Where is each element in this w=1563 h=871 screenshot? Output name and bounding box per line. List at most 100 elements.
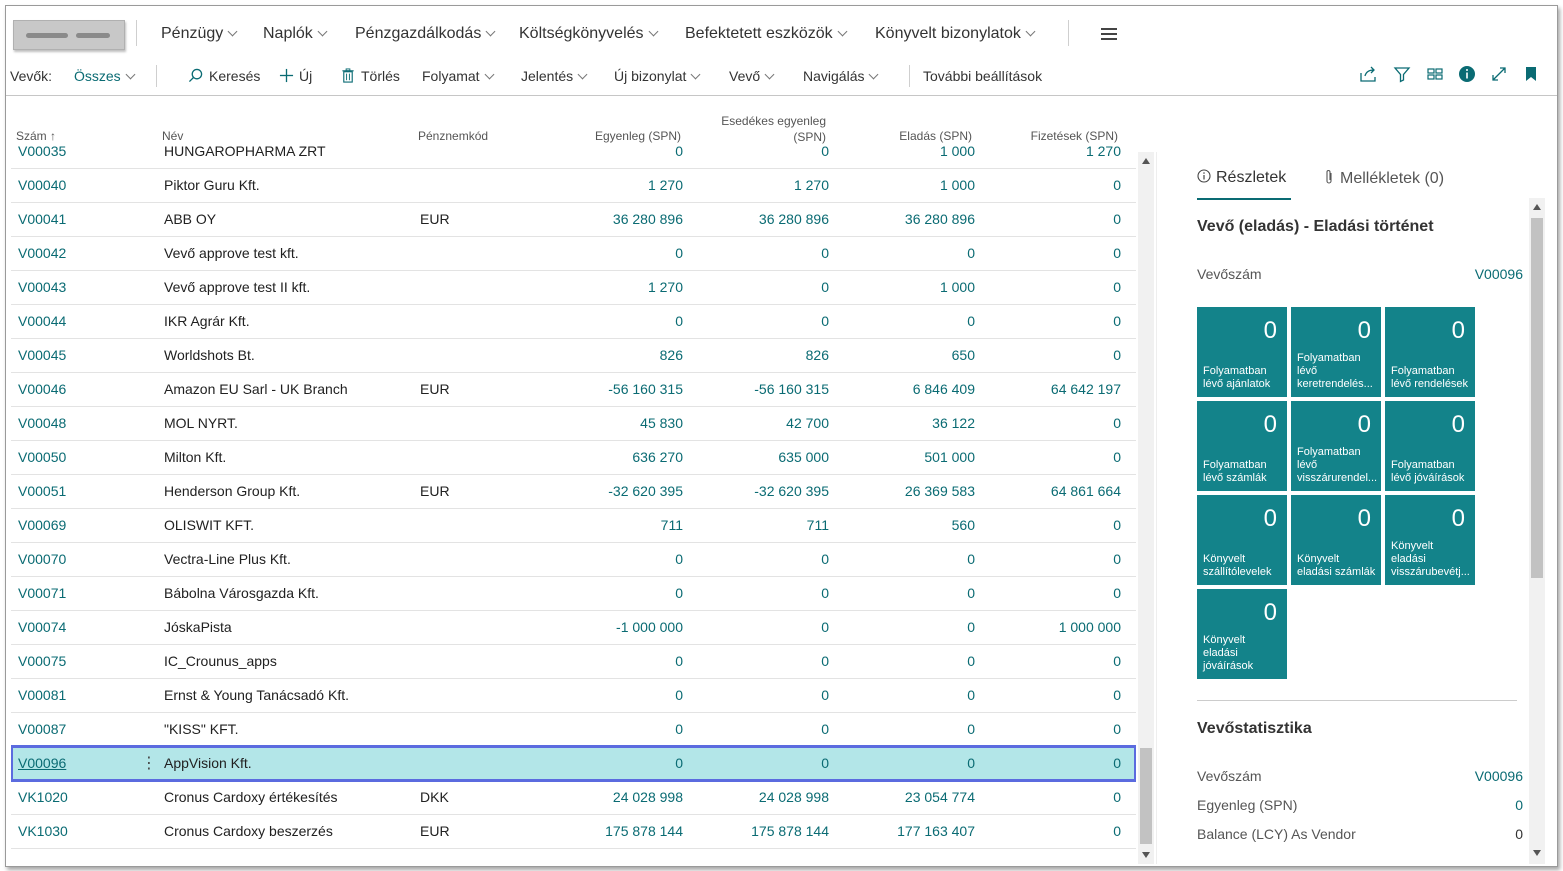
company-logo[interactable]: [13, 20, 125, 50]
column-header-name[interactable]: Név: [162, 129, 184, 143]
customer-no-link[interactable]: V00070: [18, 551, 67, 567]
sales-value[interactable]: 36 122: [932, 415, 975, 431]
sales-value[interactable]: 0: [967, 619, 975, 635]
payments-value[interactable]: 0: [1113, 211, 1121, 227]
balance-value[interactable]: 36 280 896: [612, 211, 683, 227]
cue-tile[interactable]: 0 Folyamatban lévő keretrendelés...: [1291, 307, 1381, 397]
sales-value[interactable]: 0: [967, 551, 975, 567]
scroll-up-arrow-icon[interactable]: [1142, 158, 1150, 164]
balance-value[interactable]: 24 028 998: [612, 789, 683, 805]
customer-no-link[interactable]: V00044: [18, 313, 67, 329]
customer-no-link[interactable]: V00045: [18, 347, 67, 363]
payments-value[interactable]: 0: [1113, 449, 1121, 465]
scroll-down-arrow-icon[interactable]: [1142, 852, 1150, 858]
search-button[interactable]: Keresés: [188, 68, 260, 84]
customer-no-link[interactable]: V00074: [18, 619, 67, 635]
scroll-up-arrow-icon[interactable]: [1533, 204, 1541, 210]
table-row[interactable]: V00071 Bábolna Városgazda Kft. 0 0 0 0: [11, 576, 1136, 611]
payments-value[interactable]: 0: [1113, 823, 1121, 839]
balance-value[interactable]: 45 830: [640, 415, 683, 431]
sales-value[interactable]: 1 000: [939, 146, 975, 159]
customer-no-link[interactable]: V00048: [18, 415, 67, 431]
due-balance-value[interactable]: 175 878 144: [751, 823, 829, 839]
customer-no-link[interactable]: V00096: [18, 755, 67, 771]
cue-tile[interactable]: 0 Könyvelt eladási jóváírások: [1197, 589, 1287, 679]
row-menu-icon[interactable]: ⋮: [141, 755, 157, 772]
table-row[interactable]: V00074 JóskaPista -1 000 000 0 0 1 000 000: [11, 610, 1136, 645]
sales-value[interactable]: 0: [967, 721, 975, 737]
payments-value[interactable]: 1 270: [1085, 146, 1121, 159]
payments-value[interactable]: 0: [1113, 551, 1121, 567]
due-balance-value[interactable]: -56 160 315: [754, 381, 829, 397]
sales-value[interactable]: 6 846 409: [912, 381, 975, 397]
payments-value[interactable]: 0: [1113, 585, 1121, 601]
table-row[interactable]: V00096 AppVision Kft. 0 0 0 0 ⋮: [11, 745, 1136, 782]
new-document-menu[interactable]: Új bizonylat: [614, 68, 701, 84]
customer-no-link[interactable]: V00035: [18, 146, 67, 159]
balance-value[interactable]: 826: [659, 347, 683, 363]
due-balance-value[interactable]: 0: [821, 721, 829, 737]
payments-value[interactable]: 0: [1113, 313, 1121, 329]
column-header-sales[interactable]: Eladás (SPN): [899, 129, 972, 143]
customer-no-link[interactable]: V00046: [18, 381, 67, 397]
sales-value[interactable]: 26 369 583: [904, 483, 975, 499]
customer-no-link[interactable]: V00071: [18, 585, 67, 601]
balance-value[interactable]: 711: [660, 517, 683, 533]
stats-balance-link[interactable]: 0: [1515, 797, 1523, 813]
nav-item-penzgazdalkodas[interactable]: Pénzgazdálkodás: [355, 25, 496, 43]
delete-button[interactable]: Törlés: [341, 68, 400, 84]
expand-icon[interactable]: [1490, 65, 1508, 83]
balance-value[interactable]: 0: [675, 313, 683, 329]
customer-no-link[interactable]: V00069: [18, 517, 67, 533]
column-header-currency[interactable]: Pénznemkód: [418, 129, 489, 143]
navigate-menu[interactable]: Navigálás: [803, 68, 879, 84]
cue-tile[interactable]: 0 Folyamatban lévő ajánlatok: [1197, 307, 1287, 397]
payments-value[interactable]: 0: [1113, 789, 1121, 805]
due-balance-value[interactable]: 0: [821, 146, 829, 159]
nav-item-penzugy[interactable]: Pénzügy: [161, 25, 238, 43]
balance-value[interactable]: 0: [675, 245, 683, 261]
balance-value[interactable]: 0: [675, 653, 683, 669]
balance-value[interactable]: 0: [675, 755, 683, 771]
due-balance-value[interactable]: 0: [821, 619, 829, 635]
info-icon[interactable]: [1458, 65, 1476, 83]
filter-icon[interactable]: [1393, 65, 1411, 83]
cue-tile[interactable]: 0 Könyvelt eladási visszárubevétj...: [1385, 495, 1475, 585]
table-row[interactable]: V00070 Vectra-Line Plus Kft. 0 0 0 0: [11, 542, 1136, 577]
balance-value[interactable]: 0: [675, 146, 683, 159]
balance-value[interactable]: 0: [675, 721, 683, 737]
list-scrollbar[interactable]: [1138, 152, 1154, 864]
sales-value[interactable]: 1 000: [939, 279, 975, 295]
customer-no-link[interactable]: V00087: [18, 721, 67, 737]
customer-no-link[interactable]: VK1030: [18, 823, 68, 839]
hamburger-icon[interactable]: [1101, 28, 1117, 40]
factbox-scrollbar-thumb[interactable]: [1531, 218, 1543, 578]
payments-value[interactable]: 0: [1113, 755, 1121, 771]
column-header-payments[interactable]: Fizetések (SPN): [1030, 129, 1118, 143]
table-row[interactable]: V00081 Ernst & Young Tanácsadó Kft. 0 0 0 0: [11, 678, 1136, 713]
view-filter-dropdown[interactable]: Összes: [74, 68, 136, 84]
nav-item-befektetett-eszkozok[interactable]: Befektetett eszközök: [685, 25, 848, 43]
balance-value[interactable]: 1 270: [647, 177, 683, 193]
due-balance-value[interactable]: 0: [821, 313, 829, 329]
sales-value[interactable]: 501 000: [924, 449, 975, 465]
payments-value[interactable]: 64 642 197: [1050, 381, 1121, 397]
customer-no-link[interactable]: V00051: [18, 483, 67, 499]
sales-value[interactable]: 177 163 407: [897, 823, 975, 839]
report-menu[interactable]: Jelentés: [521, 68, 588, 84]
list-scrollbar-thumb[interactable]: [1140, 748, 1152, 844]
customer-no-link[interactable]: V00040: [18, 177, 67, 193]
table-row[interactable]: VK1020 Cronus Cardoxy értékesítés DKK 24 02…: [11, 780, 1136, 815]
due-balance-value[interactable]: 826: [805, 347, 829, 363]
cue-tile[interactable]: 0 Folyamatban lévő rendelések: [1385, 307, 1475, 397]
due-balance-value[interactable]: 0: [821, 585, 829, 601]
table-row[interactable]: V00051 Henderson Group Kft. EUR -32 620 395…: [11, 474, 1136, 509]
due-balance-value[interactable]: -32 620 395: [754, 483, 829, 499]
payments-value[interactable]: 0: [1113, 279, 1121, 295]
due-balance-value[interactable]: 0: [821, 279, 829, 295]
due-balance-value[interactable]: 635 000: [778, 449, 829, 465]
customer-no-link[interactable]: V00050: [18, 449, 67, 465]
sales-value[interactable]: 0: [967, 653, 975, 669]
due-balance-value[interactable]: 0: [821, 687, 829, 703]
table-row[interactable]: V00075 IC_Crounus_apps 0 0 0 0: [11, 644, 1136, 679]
